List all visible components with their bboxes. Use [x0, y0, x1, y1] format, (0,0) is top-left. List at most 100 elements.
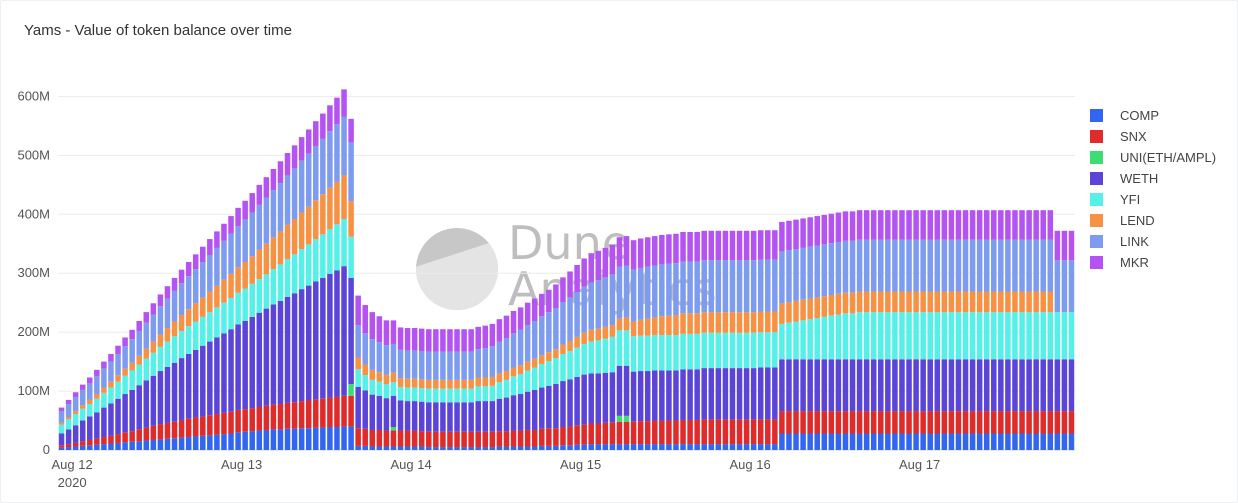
- bar-segment-snx[interactable]: [256, 406, 263, 431]
- bar-stack[interactable]: [397, 327, 404, 450]
- bar-segment-snx[interactable]: [955, 411, 962, 434]
- bar-stack[interactable]: [94, 369, 100, 450]
- bar-segment-weth[interactable]: [291, 293, 298, 403]
- bar-stack[interactable]: [200, 246, 206, 450]
- bar-stack[interactable]: [948, 210, 955, 450]
- bar-segment-yfi[interactable]: [637, 335, 644, 372]
- bar-segment-yfi[interactable]: [736, 332, 743, 369]
- bar-segment-comp[interactable]: [856, 433, 863, 451]
- bar-segment-snx[interactable]: [743, 419, 750, 445]
- bar-segment-weth[interactable]: [609, 372, 616, 423]
- bar-segment-comp[interactable]: [659, 444, 665, 450]
- bar-segment-weth[interactable]: [750, 368, 757, 420]
- bar-segment-snx[interactable]: [1026, 411, 1032, 434]
- bar-segment-lend[interactable]: [927, 291, 933, 313]
- bar-segment-yfi[interactable]: [72, 414, 79, 426]
- bar-segment-weth[interactable]: [687, 369, 693, 420]
- bar-stack[interactable]: [800, 218, 806, 450]
- bar-segment-snx[interactable]: [659, 420, 665, 445]
- bar-stack[interactable]: [1068, 230, 1075, 450]
- bar-segment-comp[interactable]: [1033, 433, 1039, 451]
- bar-segment-comp[interactable]: [192, 436, 199, 450]
- bar-segment-mkr[interactable]: [722, 230, 729, 261]
- bar-segment-snx[interactable]: [800, 411, 806, 434]
- bar-segment-mkr[interactable]: [157, 294, 164, 307]
- bar-segment-link[interactable]: [207, 254, 213, 292]
- bar-stack[interactable]: [454, 329, 460, 450]
- bar-stack[interactable]: [1061, 230, 1068, 450]
- bar-segment-comp[interactable]: [79, 445, 86, 450]
- bar-segment-snx[interactable]: [94, 438, 100, 445]
- bar-segment-yfi[interactable]: [652, 335, 658, 371]
- bar-segment-link[interactable]: [517, 329, 524, 366]
- bar-segment-snx[interactable]: [348, 395, 354, 427]
- bar-segment-link[interactable]: [941, 239, 948, 292]
- bar-segment-comp[interactable]: [376, 446, 383, 450]
- bar-stack[interactable]: [1019, 210, 1025, 450]
- bar-segment-yfi[interactable]: [503, 379, 510, 398]
- bar-segment-yfi[interactable]: [793, 321, 799, 360]
- bar-segment-comp[interactable]: [637, 444, 644, 450]
- bar-segment-snx[interactable]: [192, 417, 199, 437]
- bar-segment-weth[interactable]: [510, 395, 517, 431]
- bar-stack[interactable]: [546, 289, 552, 450]
- bar-segment-mkr[interactable]: [369, 312, 376, 340]
- bar-segment-mkr[interactable]: [602, 247, 609, 278]
- bar-segment-yfi[interactable]: [772, 332, 778, 368]
- bar-segment-yfi[interactable]: [913, 312, 919, 360]
- bar-segment-snx[interactable]: [461, 431, 467, 448]
- bar-segment-snx[interactable]: [715, 419, 722, 445]
- bar-segment-yfi[interactable]: [835, 314, 842, 360]
- bar-segment-comp[interactable]: [150, 439, 157, 450]
- bar-segment-snx[interactable]: [757, 419, 764, 445]
- bar-segment-weth[interactable]: [595, 373, 602, 424]
- bar-stack[interactable]: [595, 250, 602, 450]
- bar-stack[interactable]: [976, 210, 983, 450]
- bar-segment-comp[interactable]: [623, 444, 630, 450]
- bar-segment-yfi[interactable]: [270, 269, 277, 305]
- bar-segment-yfi[interactable]: [136, 364, 142, 386]
- bar-segment-lend[interactable]: [821, 296, 828, 317]
- bar-segment-yfi[interactable]: [743, 332, 750, 369]
- bar-segment-link[interactable]: [567, 297, 573, 341]
- bar-segment-yfi[interactable]: [941, 312, 948, 360]
- bar-segment-snx[interactable]: [143, 427, 150, 441]
- bar-segment-lend[interactable]: [934, 291, 941, 313]
- bar-segment-link[interactable]: [79, 389, 86, 406]
- bar-segment-lend[interactable]: [814, 297, 820, 319]
- bar-segment-link[interactable]: [249, 212, 255, 257]
- bar-segment-lend[interactable]: [263, 243, 270, 275]
- bar-segment-snx[interactable]: [602, 422, 609, 445]
- bar-segment-link[interactable]: [976, 239, 983, 292]
- bar-segment-comp[interactable]: [546, 445, 552, 450]
- bar-segment-link[interactable]: [192, 269, 199, 304]
- bar-segment-yfi[interactable]: [87, 404, 93, 417]
- bar-segment-lend[interactable]: [807, 298, 813, 320]
- bar-segment-comp[interactable]: [348, 426, 354, 450]
- bar-segment-mkr[interactable]: [418, 328, 425, 352]
- bar-segment-comp[interactable]: [800, 433, 806, 451]
- bar-segment-link[interactable]: [115, 353, 121, 376]
- legend-item-mkr[interactable]: MKR: [1090, 252, 1216, 273]
- bar-segment-lend[interactable]: [79, 405, 86, 409]
- bar-segment-link[interactable]: [609, 274, 616, 326]
- bar-segment-weth[interactable]: [411, 401, 418, 431]
- bar-segment-comp[interactable]: [136, 441, 142, 450]
- bar-segment-lend[interactable]: [305, 206, 312, 245]
- bar-segment-yfi[interactable]: [616, 330, 623, 366]
- bar-segment-yfi[interactable]: [666, 335, 672, 371]
- bar-segment-link[interactable]: [277, 183, 284, 232]
- bar-segment-comp[interactable]: [496, 446, 503, 450]
- bar-segment-snx[interactable]: [842, 411, 849, 434]
- bar-segment-link[interactable]: [143, 322, 150, 349]
- bar-segment-link[interactable]: [313, 145, 319, 201]
- bar-segment-comp[interactable]: [510, 446, 517, 450]
- bar-segment-snx[interactable]: [418, 431, 425, 447]
- bar-segment-link[interactable]: [136, 330, 142, 356]
- bar-segment-weth[interactable]: [256, 312, 263, 407]
- bar-segment-comp[interactable]: [200, 435, 206, 450]
- bar-segment-weth[interactable]: [715, 368, 722, 420]
- bar-segment-link[interactable]: [814, 245, 820, 298]
- bar-segment-snx[interactable]: [779, 411, 785, 434]
- bar-segment-weth[interactable]: [426, 402, 432, 432]
